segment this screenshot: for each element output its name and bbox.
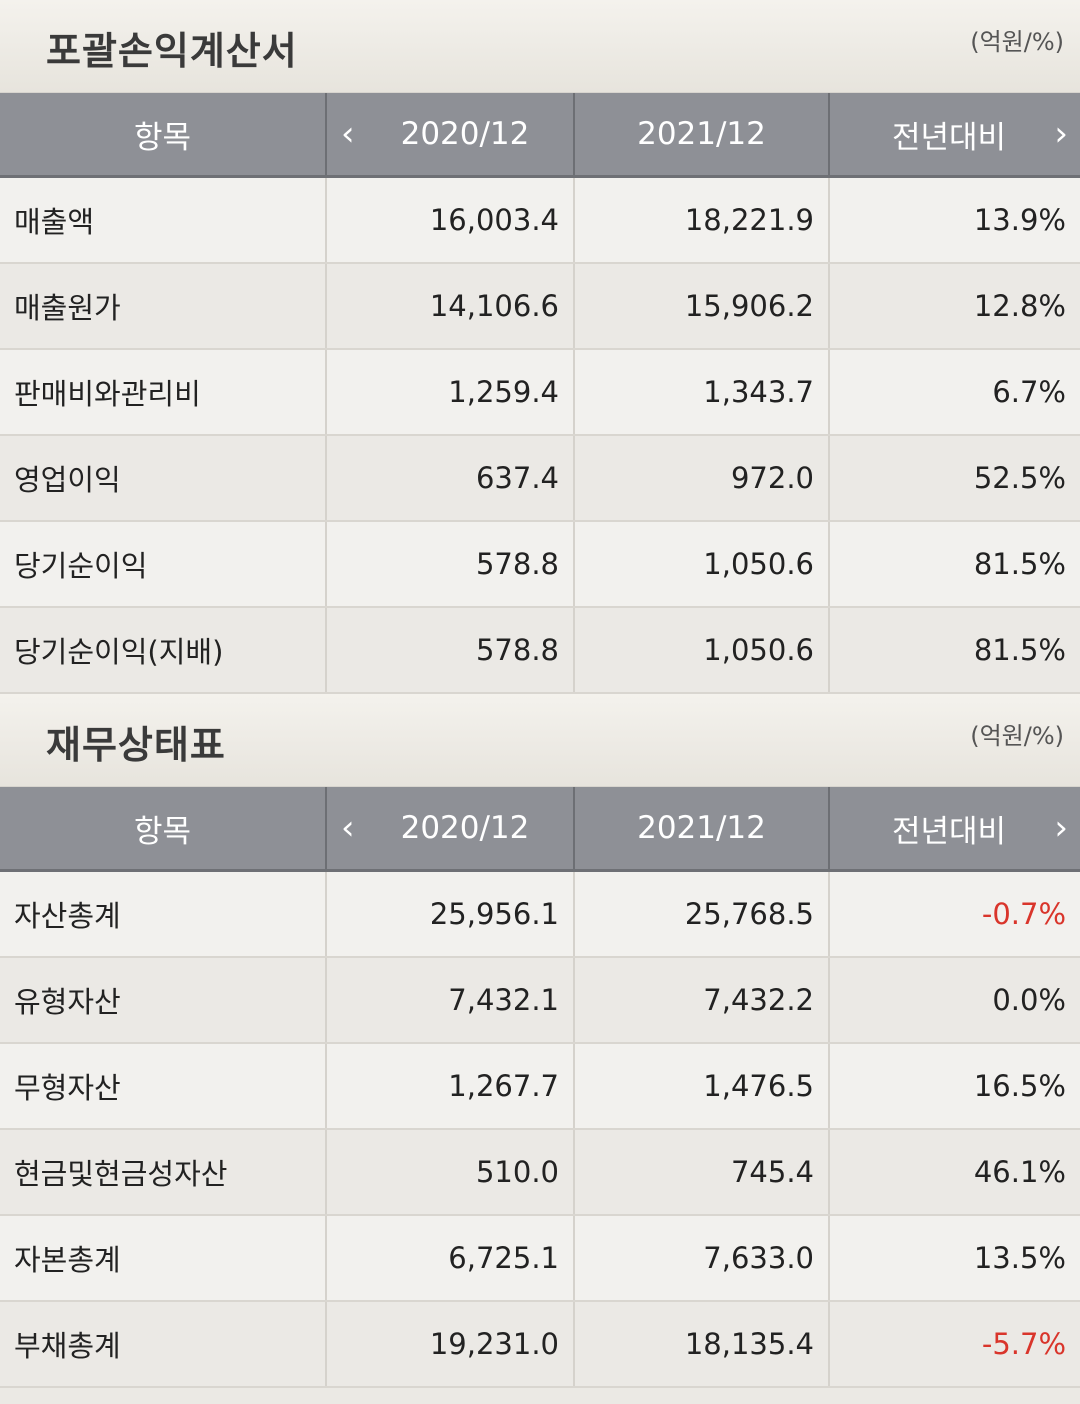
header-curr-label: 2021/12: [637, 116, 766, 152]
row-label: 현금및현금성자산: [0, 1129, 326, 1216]
value-yoy: 13.5%: [828, 1215, 1080, 1302]
value-yoy: 12.8%: [828, 263, 1080, 350]
value-curr: 25,768.5: [573, 870, 829, 958]
table-row[interactable]: 부채총계 19,231.0 18,135.4 -5.7%: [0, 1301, 1080, 1388]
value-curr: 7,633.0: [573, 1215, 829, 1302]
header-item-label: 항목: [133, 813, 192, 850]
table-row[interactable]: 무형자산 1,267.7 1,476.5 16.5%: [0, 1043, 1080, 1130]
income-statement-unit: (억원/%): [970, 28, 1064, 56]
row-label: 매출원가: [0, 263, 326, 350]
income-statement-section: 포괄손익계산서 (억원/%) 항목 ‹ 2020/12 2021/12 전년대비…: [0, 0, 1080, 694]
value-curr: 15,906.2: [573, 263, 829, 350]
table-row[interactable]: 당기순이익 578.8 1,050.6 81.5%: [0, 521, 1080, 608]
value-prev: 16,003.4: [325, 176, 574, 264]
balance-sheet-table: 항목 ‹ 2020/12 2021/12 전년대비 › 자산총계 25,956.1…: [0, 787, 1080, 1388]
income-statement-table: 항목 ‹ 2020/12 2021/12 전년대비 › 매출액 16,003.4 1…: [0, 93, 1080, 694]
value-yoy: 81.5%: [828, 607, 1080, 694]
balance-sheet-unit: (억원/%): [970, 722, 1064, 750]
table-header-row: 항목 ‹ 2020/12 2021/12 전년대비 ›: [0, 787, 1080, 872]
value-prev: 1,259.4: [325, 349, 574, 436]
row-label: 매출액: [0, 176, 326, 264]
table-row[interactable]: 판매비와관리비 1,259.4 1,343.7 6.7%: [0, 349, 1080, 436]
balance-sheet-title: 재무상태표: [46, 723, 226, 767]
row-label: 부채총계: [0, 1301, 326, 1388]
value-prev: 1,267.7: [325, 1043, 574, 1130]
table-row[interactable]: 매출액 16,003.4 18,221.9 13.9%: [0, 176, 1080, 264]
value-prev: 7,432.1: [325, 957, 574, 1044]
table-row[interactable]: 유형자산 7,432.1 7,432.2 0.0%: [0, 957, 1080, 1044]
row-label: 자본총계: [0, 1215, 326, 1302]
header-prev-period: ‹ 2020/12: [325, 787, 574, 872]
value-yoy: 0.0%: [828, 957, 1080, 1044]
value-yoy: 52.5%: [828, 435, 1080, 522]
chevron-left-icon[interactable]: ‹: [341, 114, 355, 154]
header-prev-label: 2020/12: [400, 116, 530, 152]
row-label: 당기순이익(지배): [0, 607, 326, 694]
value-yoy: 16.5%: [828, 1043, 1080, 1130]
value-prev: 578.8: [325, 521, 574, 608]
value-yoy: 46.1%: [828, 1129, 1080, 1216]
value-curr: 1,050.6: [573, 521, 829, 608]
income-statement-title: 포괄손익계산서: [46, 29, 298, 73]
balance-sheet-header: 재무상태표 (억원/%): [0, 694, 1080, 787]
table-row[interactable]: 영업이익 637.4 972.0 52.5%: [0, 435, 1080, 522]
header-yoy: 전년대비 ›: [828, 93, 1080, 178]
header-item: 항목: [0, 787, 326, 872]
header-yoy-label: 전년대비: [891, 119, 1007, 156]
value-curr: 1,343.7: [573, 349, 829, 436]
header-item-label: 항목: [133, 119, 192, 156]
row-label: 영업이익: [0, 435, 326, 522]
chevron-left-icon[interactable]: ‹: [341, 808, 355, 848]
value-yoy: 13.9%: [828, 176, 1080, 264]
value-curr: 1,476.5: [573, 1043, 829, 1130]
value-prev: 578.8: [325, 607, 574, 694]
chevron-right-icon[interactable]: ›: [1054, 114, 1068, 154]
table-row[interactable]: 자본총계 6,725.1 7,633.0 13.5%: [0, 1215, 1080, 1302]
header-yoy-label: 전년대비: [891, 813, 1007, 850]
header-prev-label: 2020/12: [400, 810, 530, 846]
income-statement-header: 포괄손익계산서 (억원/%): [0, 0, 1080, 93]
value-curr: 7,432.2: [573, 957, 829, 1044]
value-curr: 1,050.6: [573, 607, 829, 694]
value-yoy: 6.7%: [828, 349, 1080, 436]
value-prev: 6,725.1: [325, 1215, 574, 1302]
value-prev: 637.4: [325, 435, 574, 522]
table-row[interactable]: 매출원가 14,106.6 15,906.2 12.8%: [0, 263, 1080, 350]
value-curr: 745.4: [573, 1129, 829, 1216]
table-row[interactable]: 현금및현금성자산 510.0 745.4 46.1%: [0, 1129, 1080, 1216]
table-header-row: 항목 ‹ 2020/12 2021/12 전년대비 ›: [0, 93, 1080, 178]
value-prev: 14,106.6: [325, 263, 574, 350]
income-table-body: 매출액 16,003.4 18,221.9 13.9% 매출원가 14,106.6 15,9…: [0, 176, 1080, 694]
header-prev-period: ‹ 2020/12: [325, 93, 574, 178]
header-curr-period: 2021/12: [573, 93, 829, 178]
row-label: 유형자산: [0, 957, 326, 1044]
row-label: 판매비와관리비: [0, 349, 326, 436]
balance-table-body: 자산총계 25,956.1 25,768.5 -0.7% 유형자산 7,432.1 7,43…: [0, 870, 1080, 1388]
balance-sheet-section: 재무상태표 (억원/%) 항목 ‹ 2020/12 2021/12 전년대비 ›…: [0, 694, 1080, 1388]
table-row[interactable]: 자산총계 25,956.1 25,768.5 -0.7%: [0, 870, 1080, 958]
row-label: 무형자산: [0, 1043, 326, 1130]
table-row[interactable]: 당기순이익(지배) 578.8 1,050.6 81.5%: [0, 607, 1080, 694]
header-item: 항목: [0, 93, 326, 178]
value-yoy: 81.5%: [828, 521, 1080, 608]
value-prev: 510.0: [325, 1129, 574, 1216]
value-curr: 972.0: [573, 435, 829, 522]
header-curr-period: 2021/12: [573, 787, 829, 872]
value-curr: 18,135.4: [573, 1301, 829, 1388]
value-prev: 25,956.1: [325, 870, 574, 958]
value-yoy: -5.7%: [828, 1301, 1080, 1388]
value-curr: 18,221.9: [573, 176, 829, 264]
header-curr-label: 2021/12: [637, 810, 766, 846]
value-prev: 19,231.0: [325, 1301, 574, 1388]
header-yoy: 전년대비 ›: [828, 787, 1080, 872]
row-label: 자산총계: [0, 870, 326, 958]
chevron-right-icon[interactable]: ›: [1054, 808, 1068, 848]
value-yoy: -0.7%: [828, 870, 1080, 958]
row-label: 당기순이익: [0, 521, 326, 608]
